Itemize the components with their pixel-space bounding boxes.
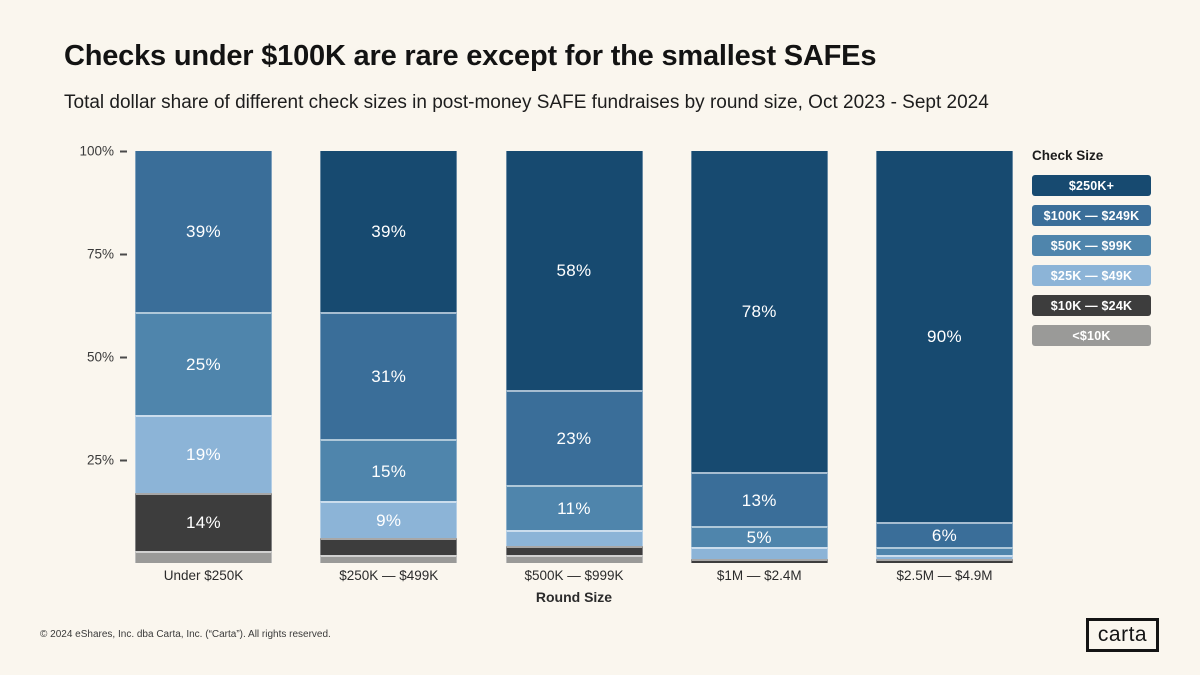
bar-segment: 19% xyxy=(135,414,272,493)
legend-chip: $10K — $24K xyxy=(1032,295,1151,316)
bar-segment xyxy=(505,530,643,547)
segment-value-label: 25% xyxy=(186,354,221,374)
bar-segment xyxy=(505,554,643,563)
segment-value-label: 39% xyxy=(186,221,221,241)
segment-value-label: 58% xyxy=(556,260,592,280)
segment-value-label: 15% xyxy=(371,461,407,481)
bar-segment: 6% xyxy=(876,521,1013,547)
x-axis-title: Round Size xyxy=(535,589,613,605)
bar-segment: 13% xyxy=(690,472,828,526)
bars-row: 39% 25% 19% 14% 39% 31% 15% 9% 58% 23% 11% 78% 13% 5%… xyxy=(135,151,1013,563)
bar-segment xyxy=(876,546,1013,555)
segment-value-label: 19% xyxy=(186,445,221,465)
segment-value-label: 9% xyxy=(376,511,402,531)
legend-chip: $250K+ xyxy=(1032,175,1151,196)
segment-value-label: 14% xyxy=(186,513,221,533)
bar-$500K — $999K: 58% 23% 11% xyxy=(505,151,643,563)
segment-value-label: 13% xyxy=(741,490,777,510)
legend: Check Size $250K+ $100K — $249K $50K — $99… xyxy=(1032,148,1156,355)
chart-subtitle: Total dollar share of different check si… xyxy=(64,92,989,113)
bar-segment xyxy=(690,558,828,563)
bar-segment: 39% xyxy=(135,151,272,312)
y-axis-tick: 75% xyxy=(87,247,127,262)
bar-segment: 25% xyxy=(135,311,272,415)
y-tick-label: 75% xyxy=(86,246,114,262)
segment-value-label: 11% xyxy=(557,498,591,518)
segment-value-label: 23% xyxy=(556,428,592,448)
chart-title: Checks under $100K are rare except for t… xyxy=(64,40,877,72)
segment-value-label: 78% xyxy=(741,302,777,322)
chart-plot: 100% 75% 50% 25% 39% 25% 19% 14% 39% 31% 15% 9% 58%… xyxy=(79,144,1013,563)
x-axis-label: Under $250K xyxy=(163,568,244,583)
bar-segment xyxy=(320,554,458,563)
legend-chip: $100K — $249K xyxy=(1032,205,1151,226)
bar-Under $250K: 39% 25% 19% 14% xyxy=(135,151,272,563)
bar-segment: 90% xyxy=(876,151,1013,522)
bar-segment: 11% xyxy=(505,484,643,531)
bar-segment xyxy=(876,558,1013,563)
y-tick-mark xyxy=(120,150,127,152)
bar-segment: 39% xyxy=(320,151,458,312)
segment-value-label: 90% xyxy=(927,326,962,346)
y-tick-mark xyxy=(120,356,127,358)
bar-segment: 58% xyxy=(505,151,643,390)
x-axis-label: $2.5M — $4.9M xyxy=(896,568,993,583)
bar-$250K — $499K: 39% 31% 15% 9% xyxy=(320,151,458,563)
bar-segment xyxy=(320,538,458,555)
segment-value-label: 5% xyxy=(746,527,772,547)
legend-items: $250K+ $100K — $249K $50K — $99K $25K — $49… xyxy=(1032,175,1156,346)
legend-chip: <$10K xyxy=(1032,325,1151,346)
bar-segment xyxy=(690,546,828,559)
bar-segment: 15% xyxy=(320,439,458,502)
y-axis: 100% 75% 50% 25% xyxy=(35,144,127,563)
y-tick-label: 50% xyxy=(86,349,114,365)
y-axis-tick: 50% xyxy=(87,350,127,365)
bar-$2.5M — $4.9M: 90% 6% xyxy=(876,151,1013,563)
bar-segment xyxy=(876,554,1013,559)
legend-chip: $50K — $99K xyxy=(1032,235,1151,256)
bar-segment xyxy=(505,546,643,555)
y-tick-mark xyxy=(120,459,127,461)
bar-segment xyxy=(135,550,272,563)
segment-value-label: 39% xyxy=(371,221,407,241)
y-tick-mark xyxy=(120,253,127,255)
y-tick-label: 100% xyxy=(79,143,114,159)
y-axis-tick: 25% xyxy=(87,453,127,468)
y-tick-label: 25% xyxy=(86,452,114,468)
segment-value-label: 31% xyxy=(371,367,407,387)
bar-segment: 9% xyxy=(320,501,458,539)
x-axis-labels: Under $250K $250K — $499K $500K — $999K $1M… xyxy=(135,568,1013,583)
x-axis-label: $1M — $2.4M xyxy=(716,568,802,583)
carta-logo: carta xyxy=(1086,618,1159,652)
legend-title: Check Size xyxy=(1032,148,1104,163)
bar-segment: 14% xyxy=(135,492,272,551)
bar-segment: 5% xyxy=(690,525,828,547)
bar-$1M — $2.4M: 78% 13% 5% xyxy=(690,151,828,563)
segment-value-label: 6% xyxy=(931,525,958,545)
bar-segment: 78% xyxy=(690,151,828,473)
legend-chip: $25K — $49K xyxy=(1032,265,1151,286)
y-axis-tick: 100% xyxy=(79,144,127,159)
copyright-text: © 2024 eShares, Inc. dba Carta, Inc. (“C… xyxy=(40,629,331,640)
x-axis-label: $500K — $999K xyxy=(524,568,624,583)
bar-segment: 23% xyxy=(505,389,643,485)
bar-segment: 31% xyxy=(320,311,458,440)
x-axis-label: $250K — $499K xyxy=(339,568,439,583)
